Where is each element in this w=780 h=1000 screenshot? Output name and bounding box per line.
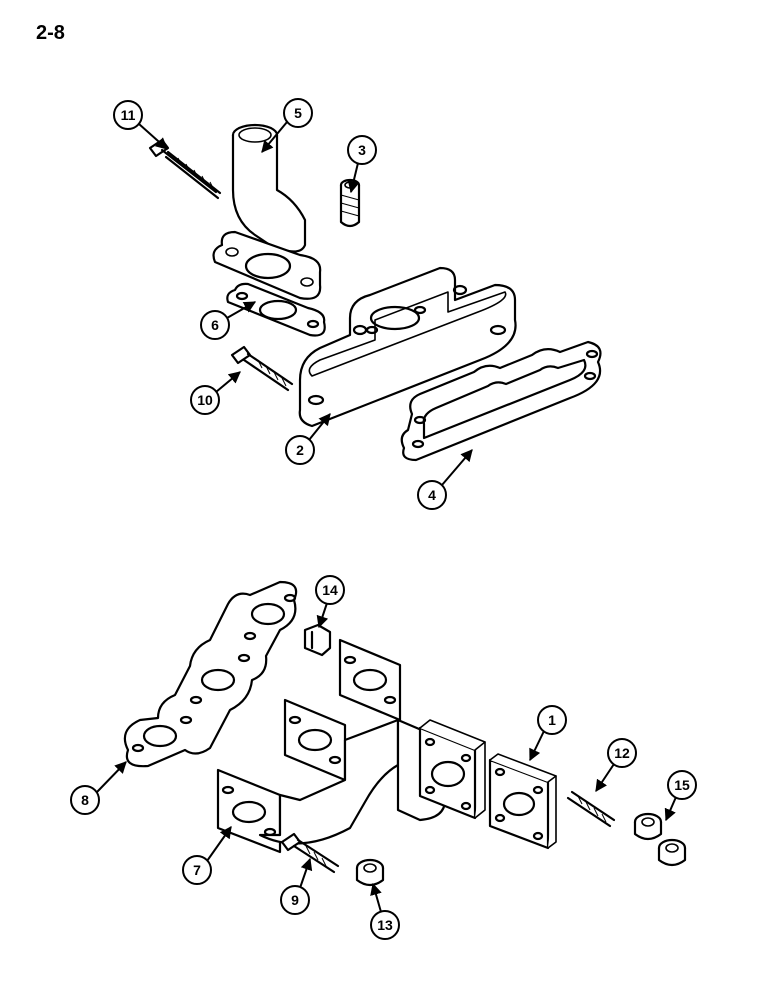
part-stud (568, 792, 614, 826)
callout-10: 10 (191, 386, 219, 414)
part-gasket-exhaust (125, 582, 296, 766)
page: 2-8 (0, 0, 780, 1000)
callout-12: 12 (608, 739, 636, 767)
part-nut-small (357, 860, 383, 885)
callout-9: 9 (281, 886, 309, 914)
svg-text:1: 1 (548, 712, 556, 728)
callout-3: 3 (348, 136, 376, 164)
svg-text:4: 4 (428, 487, 436, 503)
svg-text:13: 13 (377, 917, 393, 933)
part-bolt-short (232, 347, 292, 390)
svg-text:10: 10 (197, 392, 213, 408)
svg-text:14: 14 (322, 582, 338, 598)
svg-text:2: 2 (296, 442, 304, 458)
callout-8: 8 (71, 786, 99, 814)
callout-13: 13 (371, 911, 399, 939)
svg-text:5: 5 (294, 105, 302, 121)
leaders (97, 122, 676, 912)
svg-text:9: 9 (291, 892, 299, 908)
callout-6: 6 (201, 311, 229, 339)
callout-4: 4 (418, 481, 446, 509)
callout-14: 14 (316, 576, 344, 604)
parts-diagram: 11 5 3 6 10 2 4 14 8 7 9 13 1 12 15 (0, 0, 780, 1000)
callout-1: 1 (538, 706, 566, 734)
svg-text:8: 8 (81, 792, 89, 808)
svg-text:12: 12 (614, 745, 630, 761)
part-clip (305, 625, 330, 655)
callout-5: 5 (284, 99, 312, 127)
svg-text:6: 6 (211, 317, 219, 333)
svg-text:15: 15 (674, 777, 690, 793)
callout-2: 2 (286, 436, 314, 464)
callout-15: 15 (668, 771, 696, 799)
callout-11: 11 (114, 101, 142, 129)
svg-text:11: 11 (121, 107, 136, 123)
part-nut-pair (635, 814, 685, 865)
part-gasket-outlet-square (490, 754, 556, 848)
svg-text:7: 7 (193, 862, 201, 878)
part-bolt-long (150, 140, 220, 198)
part-elbow-outlet (214, 125, 321, 299)
svg-text:3: 3 (358, 142, 366, 158)
callout-7: 7 (183, 856, 211, 884)
part-stud-bushing (341, 180, 359, 226)
